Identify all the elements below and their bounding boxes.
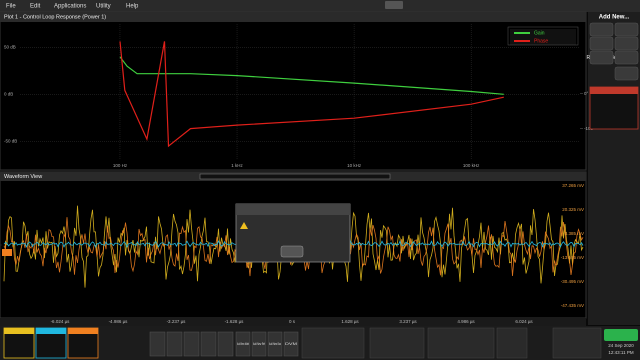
- run-button[interactable]: [604, 329, 638, 341]
- legend-box: [510, 37, 576, 45]
- side-button[interactable]: [589, 36, 614, 51]
- channel-button[interactable]: [217, 331, 234, 357]
- plot-panel: [0, 11, 587, 171]
- legend-box: [510, 29, 576, 37]
- time-label: 1.628 µs: [341, 319, 359, 324]
- time-label: -3.237 µs: [167, 319, 187, 324]
- scale-label: 37.265 mV: [562, 183, 584, 188]
- side-button[interactable]: [589, 22, 614, 37]
- power-badge-header: [590, 87, 638, 94]
- waveform-title: Waveform View: [4, 174, 42, 180]
- side-button[interactable]: [589, 50, 614, 65]
- scale-label: -30.495 mV: [561, 279, 584, 284]
- status-box[interactable]: [496, 327, 528, 359]
- scale-label: -13.555 mV: [561, 255, 584, 260]
- add-button[interactable]: [235, 331, 251, 357]
- x-tick-label: 100 kHz: [463, 163, 480, 168]
- scale-label: 3.385 mV: [565, 231, 584, 236]
- channel-badge-header: [36, 328, 66, 334]
- plot-title-bar: [0, 12, 586, 22]
- add-button-label[interactable]: Add New Ref: [253, 341, 265, 346]
- y2-tick-label: 0°: [584, 91, 589, 96]
- time-label: 3.237 µs: [399, 319, 417, 324]
- y-tick-label: -50 dB: [4, 138, 17, 143]
- time-label: 4.986 µs: [457, 319, 475, 324]
- plot-line: [119, 56, 504, 95]
- menu-item[interactable]: Applications: [54, 4, 86, 10]
- x-tick-label: 1 kHz: [231, 163, 243, 168]
- menu-item[interactable]: Edit: [30, 4, 41, 10]
- add-button[interactable]: [251, 331, 267, 357]
- legend-label: Phase: [534, 38, 548, 44]
- status-box[interactable]: [369, 327, 425, 359]
- trace-ch1: [3, 205, 584, 288]
- time-axis-bar: [0, 318, 586, 326]
- time-label: 0 s: [289, 319, 296, 324]
- dialog-button[interactable]: [280, 245, 304, 258]
- y2-tick-label: -100°: [584, 126, 595, 131]
- time-label: 6.024 µs: [515, 319, 533, 324]
- x-tick-label: 10 kHz: [347, 163, 362, 168]
- legend-frame: [507, 26, 579, 46]
- channel-button[interactable]: [200, 331, 217, 357]
- add-button-label[interactable]: DVM: [285, 341, 297, 346]
- menu-bar: [0, 0, 640, 12]
- menu-item[interactable]: File: [6, 4, 16, 10]
- channel-button[interactable]: [149, 331, 166, 357]
- add-button[interactable]: [283, 331, 299, 357]
- menu-item[interactable]: Utility: [96, 4, 111, 10]
- y-tick-label: 50 dB: [4, 45, 16, 50]
- status-box[interactable]: [552, 327, 602, 359]
- time-label: -6.024 µs: [51, 319, 71, 324]
- add-button[interactable]: [267, 331, 283, 357]
- channel-button[interactable]: [183, 331, 200, 357]
- time: 12:43:11 PM: [608, 350, 633, 355]
- x-tick-label: 100 Hz: [113, 163, 128, 168]
- scale-label: 20.325 mV: [562, 207, 584, 212]
- side-button[interactable]: [614, 22, 639, 37]
- warning-icon: [240, 222, 248, 229]
- add-button-label[interactable]: Add New Math: [237, 341, 249, 346]
- side-button[interactable]: [614, 66, 639, 81]
- status-box[interactable]: [301, 327, 365, 359]
- date: 24 Sep 2020: [608, 343, 634, 348]
- channel-button[interactable]: [166, 331, 183, 357]
- add-button-label[interactable]: Add New Bus: [269, 341, 281, 346]
- channel-marker: [2, 249, 12, 256]
- zoom-bar[interactable]: [199, 173, 391, 180]
- side-button[interactable]: [614, 50, 639, 65]
- scale-label: -47.435 mV: [561, 303, 584, 308]
- channel-badge-header: [4, 328, 34, 334]
- plot-line: [119, 41, 504, 148]
- status-box[interactable]: [427, 327, 495, 359]
- y-tick-label: 0 dB: [4, 92, 13, 97]
- dialog-header: [236, 204, 350, 215]
- time-label: -1.628 µs: [225, 319, 245, 324]
- side-panel-title: Add New...: [599, 15, 630, 21]
- plot-title: Plot 1 - Control Loop Response (Power 1): [4, 14, 106, 20]
- legend-label: Gain: [534, 30, 545, 36]
- menu-item[interactable]: Help: [126, 4, 139, 10]
- window-handle: [385, 1, 403, 9]
- time-label: -4.986 µs: [109, 319, 129, 324]
- channel-badge-header: [68, 328, 98, 334]
- side-button[interactable]: [614, 36, 639, 51]
